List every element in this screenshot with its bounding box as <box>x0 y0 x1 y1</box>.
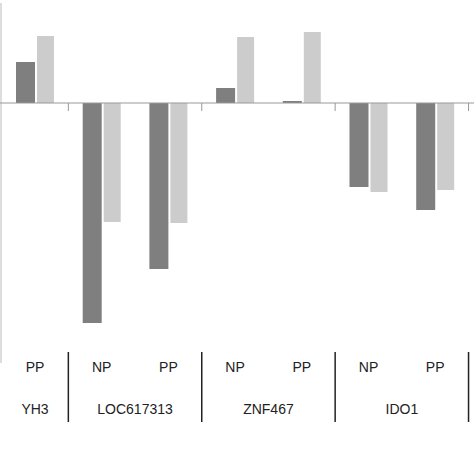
category-label: PP <box>292 359 311 375</box>
group-separator <box>334 352 336 422</box>
group-tick <box>68 103 69 111</box>
group-tick <box>201 103 202 111</box>
category-label: PP <box>26 359 45 375</box>
group-tick <box>335 103 336 111</box>
chart: PP NP PP NP PP NP PP YH3 LOC617313 ZNF467 IDO1 <box>0 0 474 474</box>
category-label: NP <box>359 359 378 375</box>
group-label: YH3 <box>21 401 48 417</box>
bar <box>104 103 121 222</box>
bar <box>416 103 435 210</box>
category-label: PP <box>159 359 178 375</box>
bars <box>16 32 454 323</box>
bar <box>37 36 54 103</box>
bar <box>350 103 369 187</box>
group-separator <box>201 352 203 422</box>
bar <box>216 88 235 103</box>
bar <box>437 103 454 190</box>
x-axis <box>0 103 474 104</box>
bar <box>371 103 388 192</box>
category-label: NP <box>92 359 111 375</box>
category-label: NP <box>225 359 244 375</box>
bar <box>170 103 187 223</box>
bar <box>16 62 35 103</box>
group-label: LOC617313 <box>97 401 173 417</box>
group-separator <box>68 352 70 422</box>
bar <box>304 32 321 103</box>
bar <box>149 103 168 269</box>
group-label: IDO1 <box>386 401 419 417</box>
category-label: PP <box>426 359 445 375</box>
y-axis <box>1 3 2 363</box>
bar <box>237 37 254 103</box>
bar <box>83 103 102 323</box>
group-label: ZNF467 <box>243 401 294 417</box>
group-tick <box>468 103 469 111</box>
group-separator <box>468 352 470 422</box>
